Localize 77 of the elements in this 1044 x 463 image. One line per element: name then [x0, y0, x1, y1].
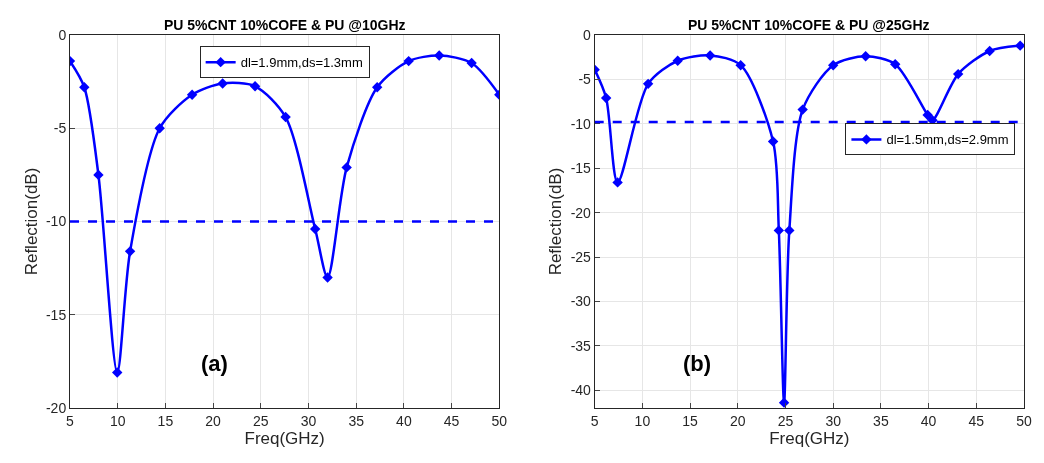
point	[403, 55, 414, 67]
chart-title: PU 5%CNT 10%COFE & PU @10GHz	[164, 17, 406, 33]
y-tick-label: -25	[570, 248, 592, 265]
point	[672, 55, 683, 66]
x-tick-label: 25	[253, 412, 269, 429]
x-tick-label: 5	[590, 412, 599, 429]
point	[249, 81, 261, 92]
point	[767, 136, 779, 147]
y-tick-label: -10	[45, 213, 67, 230]
y-axis-title: Reflection(dB)	[546, 167, 566, 276]
point	[773, 225, 785, 236]
point	[784, 225, 795, 236]
point	[642, 78, 654, 90]
point	[93, 169, 104, 181]
point	[1014, 40, 1024, 51]
point	[828, 60, 839, 71]
annotation: (a)	[201, 351, 228, 376]
point	[600, 92, 612, 104]
y-tick-label: -35	[570, 337, 592, 354]
y-tick-label: -20	[570, 204, 592, 221]
x-axis-title: Freq(GHz)	[769, 429, 850, 449]
y-tick-label: -15	[570, 160, 592, 177]
point	[322, 272, 333, 283]
y-tick-label: 0	[583, 26, 592, 43]
point	[186, 89, 198, 100]
x-axis-title: Freq(GHz)	[244, 429, 325, 449]
point	[280, 111, 291, 123]
point	[704, 50, 716, 61]
y-tick-label: -20	[45, 399, 67, 416]
x-tick-label: 35	[348, 412, 365, 429]
chart-title: PU 5%CNT 10%COFE & PU @25GHz	[688, 17, 930, 33]
x-tick-label: 25	[777, 412, 794, 429]
point	[112, 367, 123, 378]
x-tick-label: 40	[920, 412, 937, 429]
point	[124, 246, 136, 257]
y-tick-label: -30	[570, 293, 592, 310]
x-tick-label: 20	[205, 412, 222, 429]
x-tick-label: 15	[682, 412, 699, 429]
x-tick-label: 5	[66, 412, 75, 429]
x-tick-label: 20	[730, 412, 746, 429]
point	[434, 50, 445, 61]
point	[466, 57, 477, 69]
point	[735, 60, 746, 71]
x-tick-label: 50	[491, 412, 508, 429]
y-tick-label: -10	[570, 115, 592, 132]
point	[217, 78, 228, 89]
x-tick-label: 30	[825, 412, 842, 429]
point	[371, 82, 383, 93]
y-tick-label: 0	[58, 26, 67, 43]
point	[922, 109, 933, 121]
y-tick-label: -5	[578, 71, 592, 88]
point	[154, 123, 165, 134]
y-tick-label: -40	[570, 382, 592, 399]
point	[341, 162, 352, 173]
x-tick-label: 15	[157, 412, 174, 429]
x-tick-label: 35	[873, 412, 889, 429]
x-tick-label: 50	[1016, 412, 1032, 429]
y-tick-label: -5	[53, 120, 67, 137]
annotation: (b)	[683, 351, 712, 376]
point	[952, 68, 964, 80]
x-tick-label: 30	[300, 412, 317, 429]
legend-label: dl=1.9mm,ds=1.3mm	[240, 55, 363, 71]
point	[309, 223, 321, 235]
point	[797, 104, 808, 115]
x-tick-label: 45	[968, 412, 985, 429]
point	[612, 177, 623, 188]
y-tick-label: -15	[45, 306, 67, 323]
point	[860, 51, 871, 62]
point	[984, 45, 995, 57]
point	[79, 82, 90, 93]
x-tick-label: 45	[443, 412, 460, 429]
x-tick-label: 40	[396, 412, 412, 429]
x-tick-label: 10	[634, 412, 651, 429]
y-axis-title: Reflection(dB)	[21, 167, 41, 276]
point	[890, 59, 901, 70]
legend-label: dl=1.5mm,ds=2.9mm	[886, 132, 1009, 148]
x-tick-label: 10	[109, 412, 126, 429]
